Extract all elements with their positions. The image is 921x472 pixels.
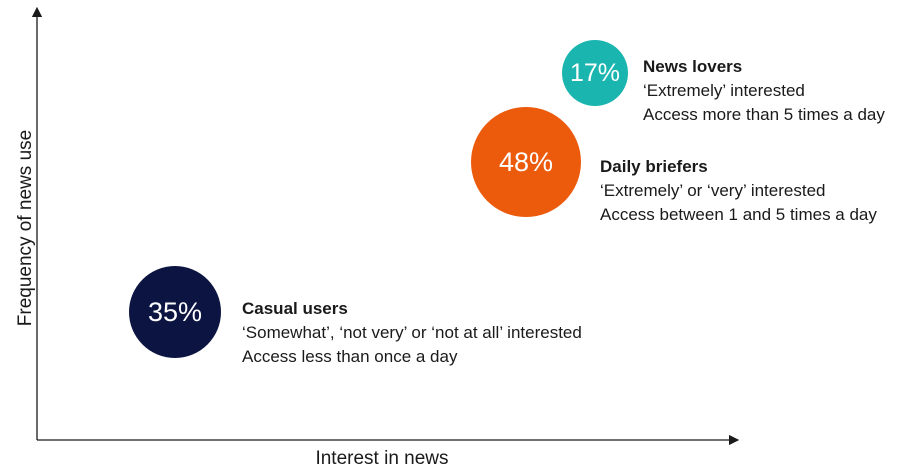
daily-briefers-bubble: 48%: [471, 107, 581, 217]
news-lovers-title: News lovers: [643, 57, 743, 76]
casual-users-title: Casual users: [242, 299, 348, 318]
news-lovers-interest: ‘Extremely’ interested: [643, 81, 805, 100]
daily-briefers-percent: 48%: [498, 146, 554, 177]
y-axis-label: Frequency of news use: [15, 129, 36, 327]
news-lovers-access: Access more than 5 times a day: [643, 105, 885, 124]
daily-briefers-title: Daily briefers: [600, 157, 708, 176]
casual-users-interest: ‘Somewhat’, ‘not very’ or ‘not at all’ i…: [242, 323, 582, 342]
daily-briefers-access: Access between 1 and 5 times a day: [600, 205, 877, 224]
daily-briefers-interest: ‘Extremely’ or ‘very’ interested: [600, 181, 826, 200]
daily-briefers-description: Daily briefers ‘Extremely’ or ‘very’ int…: [600, 155, 877, 227]
casual-users-description: Casual users ‘Somewhat’, ‘not very’ or ‘…: [242, 297, 582, 369]
news-lovers-bubble: 17%: [562, 40, 628, 106]
x-axis-label: Interest in news: [315, 448, 449, 469]
news-lovers-percent: 17%: [569, 58, 621, 87]
casual-users-bubble: 35%: [129, 266, 221, 358]
news-lovers-description: News lovers ‘Extremely’ interested Acces…: [643, 55, 885, 127]
casual-users-percent: 35%: [147, 296, 203, 327]
casual-users-access: Access less than once a day: [242, 347, 458, 366]
